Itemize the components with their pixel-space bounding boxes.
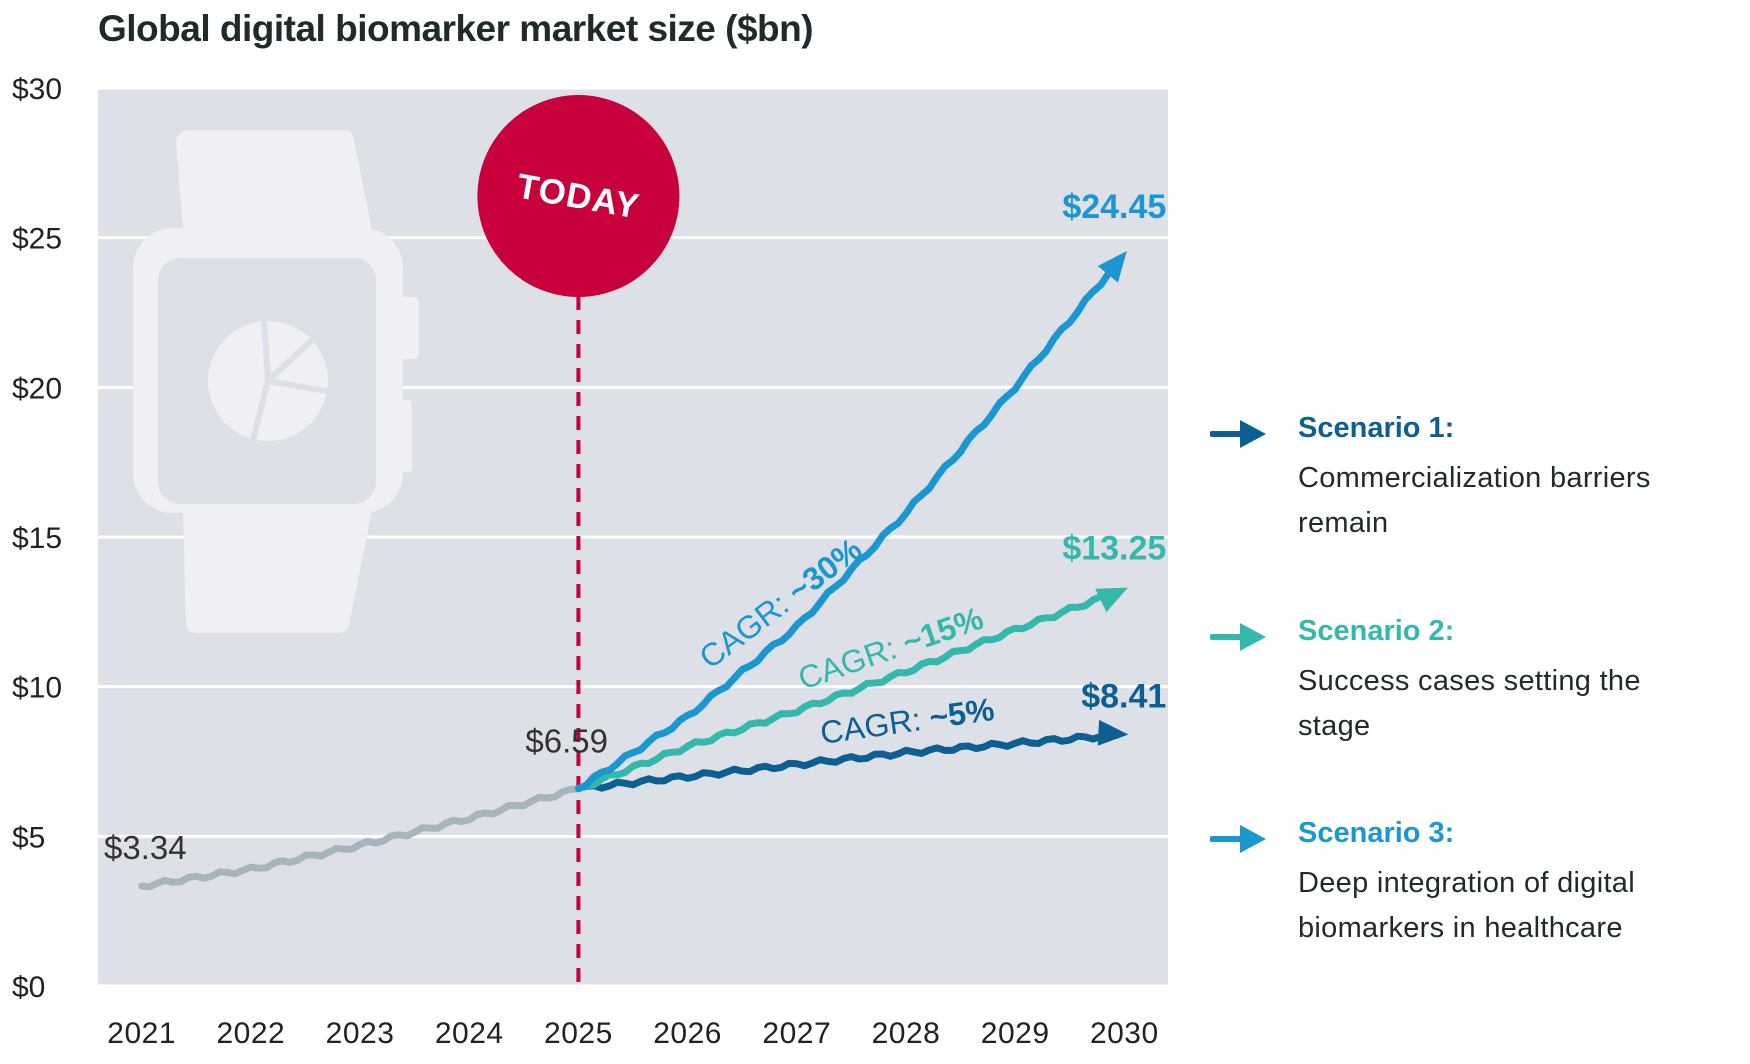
series-line-scenario1 [574, 729, 1120, 793]
legend-title: Scenario 3: [1298, 817, 1455, 849]
arrow-head-scenario1 [1097, 719, 1129, 746]
legend-title: Scenario 1: [1298, 412, 1455, 444]
data-label-start: $3.34 [104, 829, 187, 866]
arrow-head-scenario3 [1097, 251, 1127, 283]
x-tick-label: 2027 [762, 1017, 831, 1050]
y-tick-label: $5 [12, 821, 45, 854]
x-tick-label: 2026 [653, 1017, 722, 1050]
x-tick-label: 2029 [981, 1017, 1050, 1050]
arrow-right-icon [1210, 420, 1266, 448]
chart-marks: $0 $5 $10 $15 $20 $25 $30 2021 2022 2023 2024 2025 2… [12, 73, 1166, 1050]
y-tick-label: $15 [12, 522, 62, 555]
series-line-scenario3 [574, 258, 1120, 793]
x-tick-label: 2022 [216, 1017, 285, 1050]
cagr-value: ~5% [927, 691, 996, 736]
x-tick-label: 2023 [326, 1017, 395, 1050]
arrow-head-scenario2 [1095, 587, 1128, 613]
x-tick-label: 2021 [107, 1017, 176, 1050]
y-tick-label: $20 [12, 372, 62, 405]
today-badge [477, 95, 680, 297]
x-tick-label: 2030 [1090, 1017, 1159, 1050]
y-tick-label: $30 [12, 73, 62, 106]
legend-description: Success cases setting the stage [1298, 665, 1641, 742]
x-tick-label: 2028 [872, 1017, 941, 1050]
series-line-scenario2 [574, 590, 1120, 793]
x-tick-label: 2024 [435, 1017, 504, 1050]
y-tick-label: $0 [12, 971, 45, 1004]
data-label-today: $6.59 [525, 723, 608, 760]
x-tick-label: 2025 [544, 1017, 613, 1050]
data-label-end-scenario3: $24.45 [1062, 188, 1166, 226]
chart-title: Global digital biomarker market size ($b… [98, 8, 814, 49]
legend-description: Deep integration of digital biomarkers i… [1298, 867, 1635, 944]
data-label-end-scenario1: $8.41 [1081, 677, 1166, 715]
series-line-historical [138, 785, 582, 891]
legend-description: Commercialization barriers remain [1298, 462, 1651, 539]
arrow-right-icon [1210, 825, 1266, 853]
legend-title: Scenario 2: [1298, 615, 1455, 647]
data-label-end-scenario2: $13.25 [1062, 529, 1166, 567]
smartwatch-icon [133, 130, 419, 633]
arrow-right-icon [1210, 623, 1266, 651]
y-tick-label: $25 [12, 223, 62, 256]
y-tick-label: $10 [12, 672, 62, 705]
